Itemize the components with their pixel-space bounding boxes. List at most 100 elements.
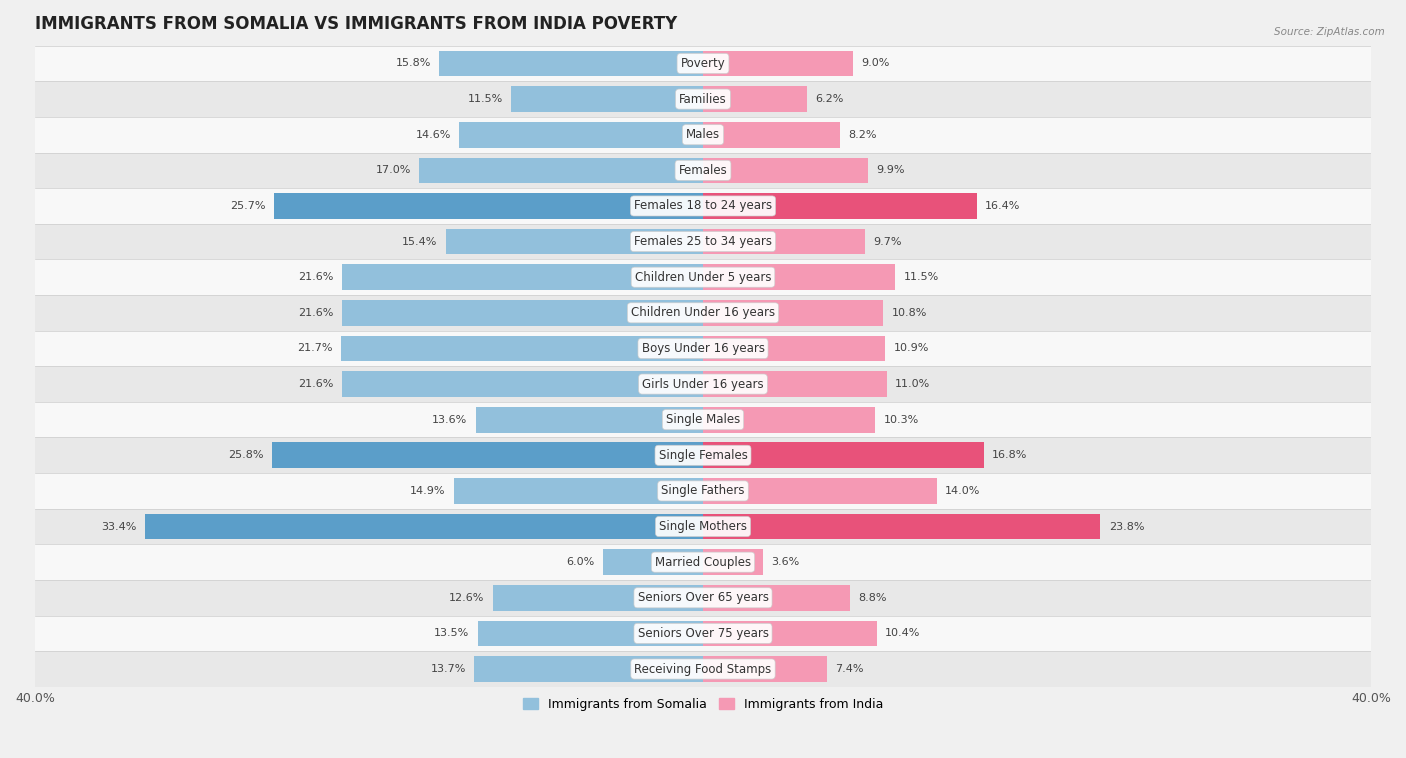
Bar	[703, 158, 869, 183]
Text: 21.6%: 21.6%	[298, 379, 333, 389]
Text: 13.6%: 13.6%	[432, 415, 468, 424]
Text: 6.0%: 6.0%	[567, 557, 595, 567]
Text: IMMIGRANTS FROM SOMALIA VS IMMIGRANTS FROM INDIA POVERTY: IMMIGRANTS FROM SOMALIA VS IMMIGRANTS FR…	[35, 15, 678, 33]
Text: 13.7%: 13.7%	[430, 664, 465, 674]
Text: 9.0%: 9.0%	[862, 58, 890, 68]
Bar	[35, 330, 1371, 366]
Text: 25.7%: 25.7%	[231, 201, 266, 211]
Bar	[340, 336, 703, 362]
Text: 21.6%: 21.6%	[298, 308, 333, 318]
Bar	[475, 407, 703, 433]
Bar	[35, 615, 1371, 651]
Text: Seniors Over 65 years: Seniors Over 65 years	[637, 591, 769, 604]
Text: Single Fathers: Single Fathers	[661, 484, 745, 497]
Bar	[35, 152, 1371, 188]
Bar	[35, 366, 1371, 402]
Text: 10.8%: 10.8%	[891, 308, 927, 318]
Bar	[35, 117, 1371, 152]
Bar	[35, 295, 1371, 330]
Bar	[35, 580, 1371, 615]
Bar	[703, 300, 883, 326]
Text: 12.6%: 12.6%	[449, 593, 484, 603]
Bar	[478, 621, 703, 647]
Bar	[35, 81, 1371, 117]
Text: Females 18 to 24 years: Females 18 to 24 years	[634, 199, 772, 212]
Text: 3.6%: 3.6%	[772, 557, 800, 567]
Text: 6.2%: 6.2%	[815, 94, 844, 104]
Bar	[703, 550, 763, 575]
Text: 9.9%: 9.9%	[877, 165, 905, 175]
Bar	[274, 193, 703, 219]
Bar	[474, 656, 703, 682]
Bar	[35, 188, 1371, 224]
Text: 25.8%: 25.8%	[228, 450, 264, 460]
Text: 8.2%: 8.2%	[848, 130, 877, 139]
Text: Females 25 to 34 years: Females 25 to 34 years	[634, 235, 772, 248]
Bar	[454, 478, 703, 504]
Bar	[510, 86, 703, 112]
Bar	[703, 193, 977, 219]
Text: 7.4%: 7.4%	[835, 664, 863, 674]
Text: 14.9%: 14.9%	[411, 486, 446, 496]
Text: 16.8%: 16.8%	[993, 450, 1028, 460]
Bar	[703, 621, 877, 647]
Text: 8.8%: 8.8%	[858, 593, 887, 603]
Bar	[703, 336, 884, 362]
Bar	[446, 229, 703, 255]
Text: 21.7%: 21.7%	[297, 343, 332, 353]
Text: 10.3%: 10.3%	[883, 415, 918, 424]
Bar	[35, 224, 1371, 259]
Bar	[460, 122, 703, 148]
Bar	[35, 509, 1371, 544]
Bar	[703, 443, 984, 468]
Text: Children Under 5 years: Children Under 5 years	[634, 271, 772, 283]
Bar	[703, 86, 807, 112]
Bar	[703, 478, 936, 504]
Text: 11.5%: 11.5%	[904, 272, 939, 282]
Bar	[703, 229, 865, 255]
Bar	[342, 265, 703, 290]
Bar	[35, 402, 1371, 437]
Text: Children Under 16 years: Children Under 16 years	[631, 306, 775, 319]
Bar	[35, 473, 1371, 509]
Text: 14.0%: 14.0%	[945, 486, 980, 496]
Text: 23.8%: 23.8%	[1109, 522, 1144, 531]
Text: Single Mothers: Single Mothers	[659, 520, 747, 533]
Bar	[703, 51, 853, 77]
Bar	[35, 437, 1371, 473]
Bar	[603, 550, 703, 575]
Bar	[703, 122, 839, 148]
Bar	[419, 158, 703, 183]
Text: Girls Under 16 years: Girls Under 16 years	[643, 377, 763, 390]
Bar	[703, 371, 887, 397]
Bar	[273, 443, 703, 468]
Text: Single Males: Single Males	[666, 413, 740, 426]
Text: 10.4%: 10.4%	[884, 628, 921, 638]
Text: 33.4%: 33.4%	[101, 522, 136, 531]
Text: 21.6%: 21.6%	[298, 272, 333, 282]
Text: 10.9%: 10.9%	[893, 343, 929, 353]
Text: Males: Males	[686, 128, 720, 141]
Text: Boys Under 16 years: Boys Under 16 years	[641, 342, 765, 355]
Bar	[703, 407, 875, 433]
Text: Receiving Food Stamps: Receiving Food Stamps	[634, 662, 772, 675]
Bar	[35, 651, 1371, 687]
Bar	[35, 544, 1371, 580]
Bar	[35, 259, 1371, 295]
Text: 13.5%: 13.5%	[434, 628, 470, 638]
Bar	[35, 45, 1371, 81]
Text: 9.7%: 9.7%	[873, 236, 901, 246]
Text: Single Females: Single Females	[658, 449, 748, 462]
Bar	[703, 656, 827, 682]
Legend: Immigrants from Somalia, Immigrants from India: Immigrants from Somalia, Immigrants from…	[517, 693, 889, 716]
Text: Source: ZipAtlas.com: Source: ZipAtlas.com	[1274, 27, 1385, 36]
Bar	[703, 585, 851, 611]
Text: 15.4%: 15.4%	[402, 236, 437, 246]
Text: Females: Females	[679, 164, 727, 177]
Text: 15.8%: 15.8%	[395, 58, 430, 68]
Bar	[703, 514, 1101, 540]
Bar	[439, 51, 703, 77]
Bar	[342, 300, 703, 326]
Bar	[703, 265, 896, 290]
Text: Married Couples: Married Couples	[655, 556, 751, 568]
